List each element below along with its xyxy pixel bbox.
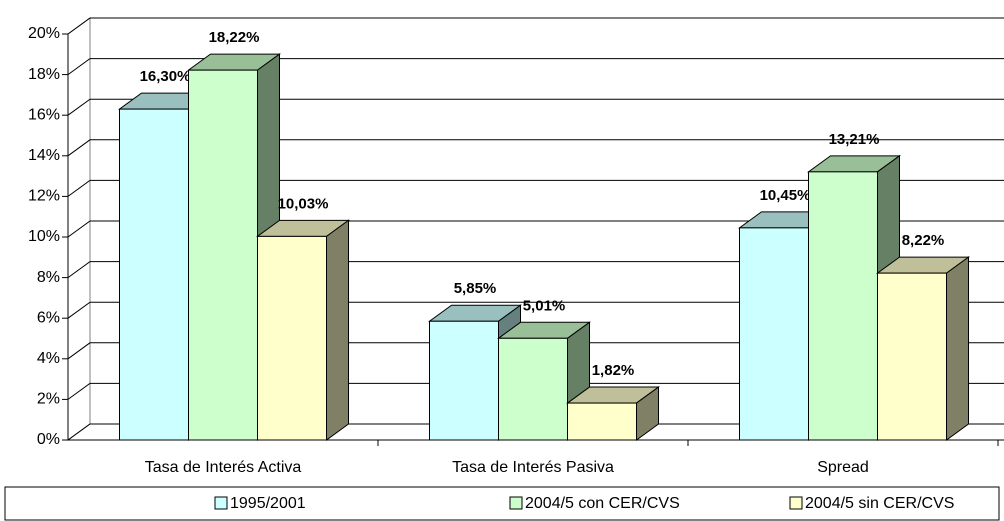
grid-line [67,179,1004,197]
bar-side [946,256,969,441]
y-tick-label: 14% [28,147,60,164]
bar [877,272,947,441]
bar [119,108,189,441]
grid-line [67,261,1004,279]
grid-line [67,17,1004,35]
x-tick-label: Tasa de Interés Pasiva [452,459,614,476]
value-label: 5,01% [523,297,566,314]
y-tick-label: 20% [28,25,60,42]
bar-side [326,219,349,441]
bar [808,171,878,441]
legend-label: 2004/5 sin CER/CVS [805,495,954,512]
legend-swatch [214,496,228,510]
value-label: 10,03% [278,195,329,212]
value-label: 16,30% [140,68,191,85]
grid-line [67,98,1004,116]
value-label: 5,85% [454,280,497,297]
legend-label: 2004/5 con CER/CVS [525,495,680,512]
grid-line [67,139,1004,157]
bar [429,320,499,441]
x-tick-label: Tasa de Interés Activa [145,459,302,476]
bar [257,235,327,441]
y-tick-label: 0% [37,431,60,448]
x-tick-label: Spread [817,459,869,476]
legend-box [4,486,1000,521]
y-tick-label: 18% [28,66,60,83]
y-tick-label: 8% [37,269,60,286]
bar [188,69,258,441]
legend-swatch [789,496,803,510]
grid-line [67,382,1004,400]
grid-line [67,423,1004,441]
legend-label: 1995/2001 [230,495,306,512]
bar [739,227,809,441]
value-label: 8,22% [902,232,945,249]
grid-line [67,220,1004,238]
y-tick-label: 10% [28,228,60,245]
value-label: 1,82% [592,362,635,379]
value-label: 13,21% [829,131,880,148]
grid-line [67,58,1004,76]
y-tick-label: 2% [37,391,60,408]
bar [567,402,637,441]
y-tick-label: 6% [37,309,60,326]
y-tick-label: 4% [37,350,60,367]
y-tick-label: 12% [28,188,60,205]
grid-line [67,342,1004,360]
value-label: 18,22% [209,29,260,46]
y-tick-label: 16% [28,106,60,123]
grid-line [67,301,1004,319]
bar [498,337,568,441]
value-label: 10,45% [760,187,811,204]
legend-swatch [509,496,523,510]
